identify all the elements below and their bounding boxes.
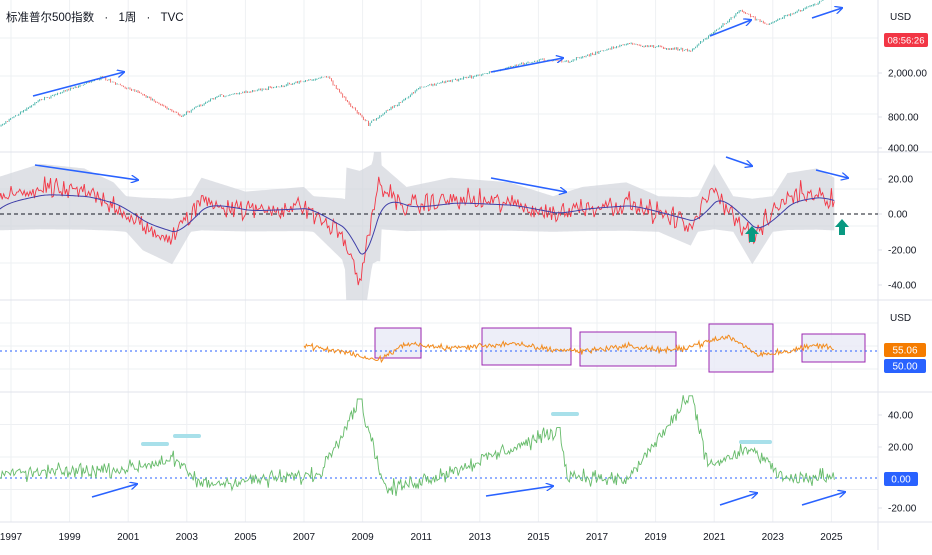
rsi-box-1	[374, 327, 422, 359]
bottom-value-text: 0.00	[891, 475, 911, 486]
currency-label-top[interactable]: USD	[890, 12, 911, 23]
oscillator-pane[interactable]	[0, 129, 878, 351]
price-arrow-2024	[811, 8, 842, 19]
osc-arrow-2014	[490, 177, 566, 192]
time-tick-2001: 2001	[117, 532, 140, 543]
interval-label[interactable]: 1周	[118, 11, 136, 24]
time-tick-2019: 2019	[644, 532, 667, 543]
time-tick-2023: 2023	[762, 532, 785, 543]
time-tick-2005: 2005	[234, 532, 257, 543]
price-pane[interactable]	[0, 0, 834, 129]
osc-arrow-2021	[725, 156, 752, 166]
time-tick-2011: 2011	[410, 532, 432, 543]
bottom-annotation-arrows	[91, 484, 845, 506]
osc-content	[0, 152, 878, 300]
price-candles	[0, 0, 827, 127]
teal-up-arrow-2022	[745, 226, 759, 242]
rsi-line	[303, 334, 834, 364]
bottom-oscillator-pane[interactable]	[0, 395, 878, 497]
price-arrow-1999	[32, 72, 124, 97]
osc-arrow-1998	[34, 164, 138, 180]
bottom-tick-20: 20.00	[888, 443, 913, 454]
price-axis[interactable]: 2,000.00 800.00 400.00 20.00 0.00 -20.00 -40.0…	[878, 69, 927, 515]
price-tick-2000: 2,000.00	[888, 69, 927, 80]
bottom-tick-minus20: -20.00	[888, 504, 917, 515]
symbol-legend[interactable]: 标准普尔500指数 · 1周 · TVC	[6, 10, 184, 24]
bollinger-band	[0, 152, 835, 300]
bottom-green-line	[0, 395, 835, 497]
osc-tick-minus20: -20.00	[888, 246, 917, 257]
bottom-arrow-2000	[91, 484, 137, 498]
rsi-currency-label[interactable]: USD	[890, 313, 911, 324]
rsi-box-5	[801, 333, 866, 363]
countdown-badge: 08:56:26	[884, 33, 928, 47]
source-label: TVC	[161, 12, 184, 24]
time-tick-2025: 2025	[820, 532, 843, 543]
legend-separator-2: ·	[147, 12, 151, 24]
oscillator-annotation-arrows	[34, 156, 848, 192]
time-tick-2007: 2007	[293, 532, 316, 543]
bottom-arrow-2024	[801, 492, 845, 506]
time-tick-2009: 2009	[351, 532, 374, 543]
price-arrow-2021	[709, 20, 751, 37]
bottom-content	[0, 395, 878, 497]
rsi-reference-text: 50.00	[892, 362, 917, 373]
osc-blue-line	[0, 194, 835, 255]
rsi-reference-badge: 50.00	[884, 359, 926, 373]
symbol-name: 标准普尔500指数	[6, 10, 95, 24]
time-tick-1999: 1999	[58, 532, 81, 543]
rsi-box-4	[708, 323, 774, 373]
bottom-arrow-2022	[719, 493, 757, 506]
rsi-value-text: 55.06	[892, 346, 917, 357]
osc-tick-minus40: -40.00	[888, 281, 917, 292]
countdown-text: 08:56:26	[888, 36, 925, 47]
osc-tick-0: 0.00	[888, 210, 908, 221]
osc-tick-20: 20.00	[888, 175, 913, 186]
time-tick-1997: 1997	[0, 532, 23, 543]
bottom-arrow-2014	[485, 486, 553, 497]
osc-arrow-2024	[815, 169, 848, 178]
bottom-value-badge: 0.00	[884, 472, 918, 486]
time-tick-2017: 2017	[586, 532, 609, 543]
teal-up-arrow-2025	[835, 219, 849, 235]
legend-separator-1: ·	[104, 12, 108, 24]
time-tick-2021: 2021	[703, 532, 726, 543]
time-axis[interactable]: 1997 1999 2001 2003 2005 2007 2009 2011 2013 2015…	[0, 532, 843, 543]
rsi-pane[interactable]	[0, 323, 878, 373]
currency-text: USD	[890, 12, 911, 23]
price-annotation-arrows	[32, 8, 842, 97]
price-tick-800: 800.00	[888, 113, 919, 124]
bottom-tick-40: 40.00	[888, 411, 913, 422]
time-tick-2013: 2013	[469, 532, 492, 543]
svg-text:标准普尔500指数 · 1周: 标准普尔500指数 · 1周 · TVC	[6, 10, 184, 24]
time-tick-2003: 2003	[176, 532, 199, 543]
price-arrow-2014	[490, 58, 563, 73]
osc-tick-400: 400.00	[888, 144, 919, 155]
osc-red-line	[0, 176, 835, 286]
rsi-currency-text: USD	[890, 313, 911, 324]
time-tick-2015: 2015	[527, 532, 550, 543]
rsi-value-badge: 55.06	[884, 343, 926, 357]
